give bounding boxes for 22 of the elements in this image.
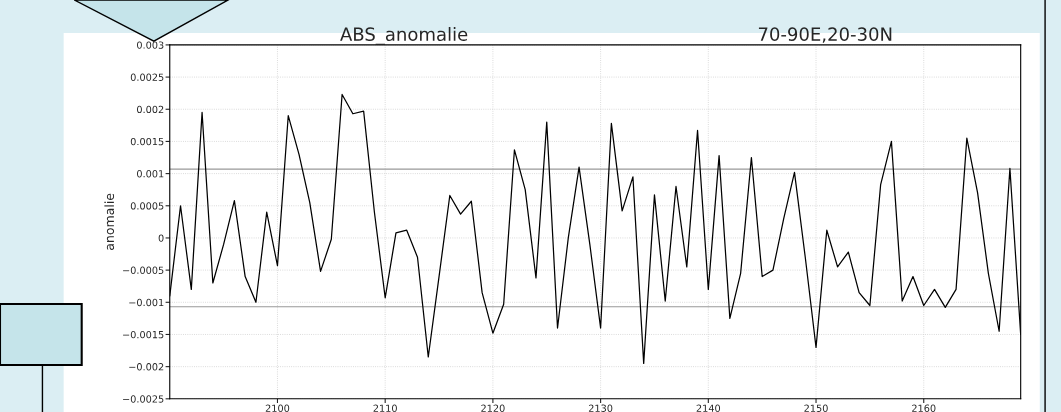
x-tick-label: 2100 <box>265 404 290 412</box>
x-tick-label: 2110 <box>373 404 397 412</box>
y-tick-label: 0.0005 <box>130 202 164 210</box>
x-tick-label: 2140 <box>696 404 721 412</box>
y-tick-label: 0.002 <box>137 105 164 114</box>
y-tick-label: 0.0015 <box>130 137 164 146</box>
y-tick-label: 0.0025 <box>130 73 164 81</box>
x-tick-label: 2160 <box>912 404 936 412</box>
y-tick-label: 0.001 <box>137 170 164 178</box>
chart-title: ABS_anomalie <box>340 27 468 45</box>
x-tick-label: 2130 <box>588 404 613 412</box>
y-tick-label: 0.003 <box>137 41 164 49</box>
x-tick-label: 2120 <box>481 404 505 412</box>
y-tick-label: −0.0015 <box>123 330 164 339</box>
y-tick-label: −0.0025 <box>123 395 164 403</box>
y-tick-label: −0.002 <box>129 363 164 371</box>
y-tick-label: −0.001 <box>129 298 164 307</box>
y-tick-label: 0 <box>158 234 164 242</box>
y-axis-title: anomalie <box>104 193 115 250</box>
y-tick-label: −0.0005 <box>123 266 164 274</box>
x-tick-label: 2150 <box>804 404 828 412</box>
chart-subtitle: 70-90E,20-30N <box>758 27 892 43</box>
